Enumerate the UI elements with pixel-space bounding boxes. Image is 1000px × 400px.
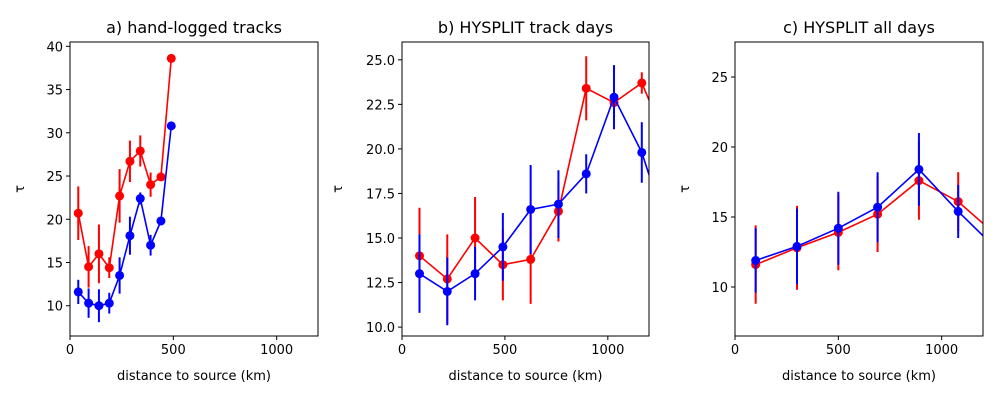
data-point — [125, 156, 135, 166]
y-tick-label: 12.5 — [366, 277, 395, 292]
y-tick-label: 15.0 — [366, 232, 395, 247]
chart-panel-2: 0 500 1000 10 15 20 25 c) HYSPLIT all days dista… — [678, 18, 984, 384]
data-point — [73, 208, 83, 218]
chart-panel-1: 0 500 1000 10.0 12.5 15.0 17.5 20.0 22.5 25.0 b) H… — [331, 18, 650, 384]
data-point — [498, 242, 508, 252]
data-point — [146, 180, 156, 190]
data-point — [414, 269, 424, 279]
plot-data-2 — [751, 133, 983, 304]
data-point — [792, 241, 802, 251]
chart-title: b) HYSPLIT track days — [438, 18, 613, 37]
data-point — [833, 223, 843, 233]
data-point — [73, 287, 83, 297]
data-point — [470, 233, 480, 243]
data-point — [104, 298, 114, 308]
data-point — [581, 169, 591, 179]
x-axis-label: distance to source (km) — [448, 369, 602, 384]
chart-title: a) hand-logged tracks — [106, 18, 282, 37]
y-tick-label: 30 — [46, 127, 63, 142]
y-tick-label: 25.0 — [366, 54, 395, 69]
data-point — [637, 147, 647, 157]
series-line — [77, 125, 173, 307]
series-line — [77, 58, 173, 270]
x-tick-label: 0 — [398, 343, 406, 358]
series-blue — [414, 65, 649, 326]
data-point — [94, 301, 104, 311]
axes-frame — [401, 41, 650, 337]
data-point — [115, 191, 125, 201]
y-tick-label: 10.0 — [366, 321, 395, 336]
data-point — [581, 83, 591, 93]
data-point — [553, 199, 563, 209]
y-tick-label: 25 — [46, 170, 63, 185]
y-tick-label: 20 — [711, 141, 728, 156]
x-axis-label: distance to source (km) — [782, 369, 936, 384]
axes-frame — [734, 41, 984, 337]
data-point — [104, 263, 114, 273]
x-tick-label: 0 — [66, 343, 74, 358]
series-red — [73, 53, 176, 288]
series-blue — [751, 133, 983, 293]
data-point — [125, 231, 135, 241]
y-axis-label: τ — [331, 185, 346, 193]
x-tick-label: 500 — [493, 343, 518, 358]
data-point — [156, 172, 166, 182]
data-point — [146, 240, 156, 250]
data-point — [135, 194, 145, 204]
series-line — [419, 95, 649, 293]
y-tick-label: 35 — [46, 84, 63, 99]
data-point — [470, 269, 480, 279]
data-point — [873, 202, 883, 212]
data-point — [84, 262, 94, 272]
y-tick-label: 20.0 — [366, 143, 395, 158]
y-tick-label: 15 — [46, 257, 63, 272]
series-blue — [73, 121, 176, 323]
data-point — [914, 164, 924, 174]
data-point — [637, 78, 647, 88]
y-tick-label: 40 — [46, 40, 63, 55]
data-point — [115, 270, 125, 280]
chart-panel-0: 0 500 1000 10 15 20 25 30 35 40 a) hand-logged tra… — [13, 18, 319, 384]
x-tick-label: 500 — [826, 343, 851, 358]
y-tick-label: 10 — [46, 300, 63, 315]
plot-data-0 — [73, 53, 176, 323]
y-axis-label: τ — [13, 185, 28, 193]
x-tick-label: 1000 — [925, 343, 958, 358]
data-point — [609, 92, 619, 102]
data-point — [166, 53, 176, 63]
x-tick-label: 1000 — [260, 343, 293, 358]
y-tick-label: 22.5 — [366, 98, 395, 113]
data-point — [94, 249, 104, 259]
y-tick-label: 10 — [711, 281, 728, 296]
x-axis-label: distance to source (km) — [117, 369, 271, 384]
y-tick-label: 15 — [711, 211, 728, 226]
y-tick-label: 25 — [711, 71, 728, 86]
y-tick-label: 17.5 — [366, 187, 395, 202]
y-tick-label: 20 — [46, 213, 63, 228]
chart-title: c) HYSPLIT all days — [783, 18, 935, 37]
data-point — [953, 206, 963, 216]
x-tick-label: 0 — [731, 343, 739, 358]
x-tick-label: 500 — [161, 343, 186, 358]
data-point — [526, 204, 536, 214]
x-tick-label: 1000 — [591, 343, 624, 358]
data-point — [84, 298, 94, 308]
data-point — [166, 121, 176, 131]
axes-frame — [69, 41, 319, 337]
plot-data-1 — [414, 56, 649, 326]
data-point — [442, 286, 452, 296]
data-point — [751, 255, 761, 265]
data-point — [156, 216, 166, 226]
data-point — [526, 254, 536, 264]
y-axis-label: τ — [678, 185, 693, 193]
series-line — [418, 81, 649, 281]
data-point — [135, 146, 145, 156]
